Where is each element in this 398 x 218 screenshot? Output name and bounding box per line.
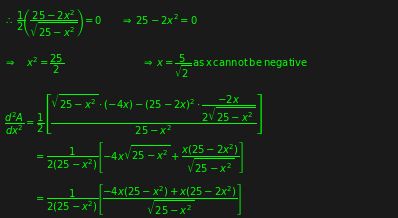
- Text: $\Rightarrow \quad x^2=\dfrac{25}{2} \qquad\qquad\qquad\qquad\Rightarrow \; x=\d: $\Rightarrow \quad x^2=\dfrac{25}{2} \qq…: [4, 53, 308, 80]
- Text: $=\dfrac{1}{2(25-x^2)}\!\left[-4x\sqrt{25-x^2}+\dfrac{x(25-2x^2)}{\sqrt{25-x^2}}: $=\dfrac{1}{2(25-x^2)}\!\left[-4x\sqrt{2…: [34, 141, 244, 175]
- Text: $\therefore \; \dfrac{1}{2}\!\left(\dfrac{25-2x^2}{\sqrt{25-x^2}}\right)\!=0 \qq: $\therefore \; \dfrac{1}{2}\!\left(\dfra…: [4, 7, 198, 39]
- Text: $\dfrac{d^2A}{dx^2}=\dfrac{1}{2}\!\left[\dfrac{\sqrt{25-x^2}\cdot(-4x)-(25-2x)^2: $\dfrac{d^2A}{dx^2}=\dfrac{1}{2}\!\left[…: [4, 92, 263, 137]
- Text: $=\dfrac{1}{2(25-x^2)}\!\left[\dfrac{-4x(25-x^2)+x(25-2x^2)}{\sqrt{25-x^2}}\righ: $=\dfrac{1}{2(25-x^2)}\!\left[\dfrac{-4x…: [34, 182, 242, 217]
